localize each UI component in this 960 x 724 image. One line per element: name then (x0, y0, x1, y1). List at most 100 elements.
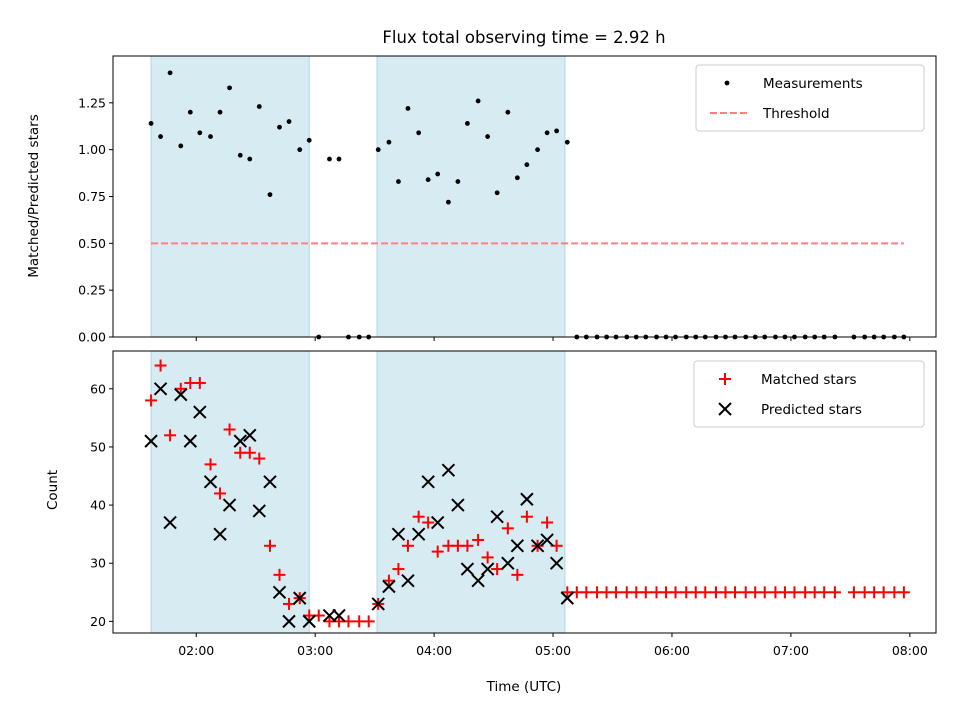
time-x-axis-label: Time (UTC) (486, 679, 562, 695)
predicted-point-b (282, 614, 296, 629)
y-tick-label: 1.25 (78, 95, 106, 110)
legend-measurement-marker (724, 80, 730, 86)
predicted-point (421, 475, 435, 489)
predicted-point (530, 539, 545, 553)
y-tick-label: 0.75 (78, 189, 106, 204)
predicted-point-b (560, 591, 575, 605)
matched-point (511, 568, 524, 581)
legend-predicted-marker (718, 402, 732, 416)
predicted-point (430, 515, 445, 530)
measurement-point (396, 179, 401, 184)
measurement-point (217, 109, 223, 115)
matched-point (223, 423, 236, 436)
predicted-point (560, 591, 575, 605)
predicted-point-b (193, 405, 207, 419)
measurement-point (425, 177, 431, 183)
measurement-point (336, 156, 342, 162)
legend-measurements-label: Measurements (763, 76, 863, 92)
matched-point (828, 586, 841, 599)
measurement-point (208, 134, 213, 139)
measurement-point (435, 171, 441, 177)
predicted-point (163, 515, 177, 530)
matched-point (412, 510, 425, 523)
measurement-point (535, 147, 540, 153)
measurement-point (475, 98, 481, 104)
predicted-point (510, 539, 525, 553)
matched-point (422, 516, 435, 529)
observing-band (376, 55, 566, 338)
observing-band (376, 350, 566, 634)
predicted-point (203, 475, 218, 489)
ratio-x-ticks (195, 337, 911, 341)
matched-point (481, 551, 494, 564)
matched-point (401, 539, 414, 552)
matched-point (818, 586, 831, 599)
measurement-point (505, 109, 511, 115)
measurement-point (327, 156, 332, 162)
matched-point (204, 458, 217, 471)
predicted-point (263, 475, 277, 489)
y-tick-label: 50 (90, 439, 106, 454)
ratio-legend-box (695, 64, 925, 132)
predicted-point-b (233, 434, 247, 448)
matched-point (877, 586, 890, 599)
measurement-point (554, 128, 560, 134)
count-y-ticks: 20 30 40 50 60 (90, 381, 113, 629)
measurement-point (465, 121, 470, 126)
predicted-point-b (263, 475, 277, 489)
predicted-point (382, 579, 396, 594)
predicted-point (480, 562, 495, 576)
matched-point (639, 586, 652, 599)
predicted-point-b (430, 515, 445, 530)
predicted-point (252, 504, 266, 518)
matched-point (788, 586, 801, 599)
predicted-point-b (322, 608, 337, 623)
predicted-point (213, 527, 227, 541)
matched-point (520, 510, 533, 523)
predicted-point-b (530, 539, 545, 553)
ratio-y-axis-label: Matched/Predicted stars (26, 114, 42, 277)
measurement-point (286, 119, 292, 124)
predicted-point (460, 562, 475, 576)
y-tick-label: 20 (90, 614, 106, 629)
ratio-y-ticks: 0.00 0.25 0.50 0.75 1.00 1.25 (78, 95, 113, 345)
x-tick-label: 02:00 (178, 643, 214, 658)
predicted-point (282, 614, 296, 629)
measurement-point (178, 143, 184, 149)
predicted-point (183, 434, 198, 448)
predicted-point-b (382, 579, 396, 594)
measurement-point (416, 130, 422, 136)
matched-point (263, 539, 276, 552)
predicted-point (193, 405, 207, 419)
x-tick-label: 06:00 (654, 643, 690, 658)
y-tick-label: 1.00 (78, 142, 106, 157)
matched-point (214, 487, 227, 500)
predicted-point (441, 463, 456, 477)
measurement-point (167, 70, 173, 76)
x-tick-label: 03:00 (297, 643, 333, 658)
predicted-point-b (401, 573, 415, 588)
measurement-point (386, 139, 392, 145)
predicted-point-b (302, 614, 316, 629)
predicted-point (490, 510, 504, 524)
predicted-point (144, 434, 158, 448)
predicted-point (451, 498, 465, 512)
observing-band (150, 55, 310, 338)
predicted-point-b (332, 608, 346, 623)
matched-point (758, 586, 771, 599)
predicted-point (520, 492, 534, 506)
matched-point (273, 568, 286, 581)
matched-point (847, 586, 860, 599)
measurement-point (564, 139, 570, 145)
predicted-point-b (460, 562, 475, 576)
predicted-point-b (252, 504, 266, 518)
x-tick-label: 08:00 (892, 643, 928, 658)
measurement-point (375, 147, 381, 153)
predicted-point-b (213, 527, 227, 541)
matched-point (501, 522, 514, 535)
count-legend-box (693, 360, 925, 428)
measurement-point (237, 152, 243, 158)
y-tick-label: 30 (90, 556, 106, 571)
predicted-point-b (441, 463, 456, 477)
